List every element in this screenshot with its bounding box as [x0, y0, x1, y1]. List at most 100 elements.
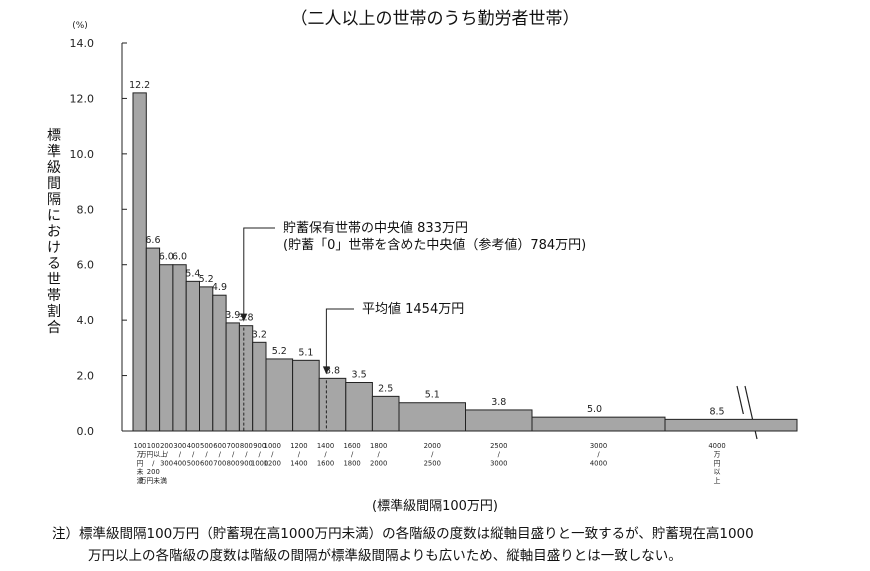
x-tick-label: / — [232, 451, 235, 459]
data-label: 5.0 — [587, 404, 602, 415]
data-label: 5.2 — [272, 346, 287, 357]
bar — [145, 247, 161, 432]
x-tick-label: / — [259, 451, 262, 459]
annotation-leader — [243, 227, 275, 320]
annotation-text: 平均値 1454万円 — [362, 301, 464, 317]
y-tick-label: 2.0 — [77, 370, 95, 383]
data-label: 6.0 — [172, 252, 187, 263]
data-label: 3.9 — [225, 310, 240, 321]
x-tick-label: / — [205, 451, 208, 459]
data-label: 4.9 — [212, 282, 227, 293]
x-tick-label: 2000 — [370, 459, 387, 467]
x-tick-label: 3000 — [590, 442, 607, 450]
data-label: 5.4 — [185, 268, 200, 279]
bar — [199, 286, 214, 432]
chart-title: （二人以上の世帯のうち勤労者世帯） — [290, 9, 580, 29]
x-tick-label: 800 — [227, 459, 240, 467]
x-tick-label: 700 — [213, 459, 226, 467]
y-tick-label: 10.0 — [70, 148, 95, 161]
data-label: 3.2 — [252, 329, 267, 340]
y-tick-label: 12.0 — [70, 92, 95, 105]
x-tick-label: 200 — [147, 468, 160, 476]
data-label: 5.2 — [199, 274, 214, 285]
y-tick-label: 6.0 — [77, 259, 95, 272]
x-tick-label: 1600 — [343, 442, 360, 450]
x-tick-label: 万 — [714, 451, 721, 459]
data-label: 3.8 — [325, 365, 340, 376]
y-unit-label: (%) — [72, 21, 88, 31]
data-label: 6.6 — [145, 235, 160, 246]
x-tick-label: 2500 — [424, 459, 441, 467]
x-tick-label: 500 — [200, 442, 213, 450]
x-tick-label: 上 — [714, 476, 721, 485]
bar — [172, 264, 187, 432]
x-tick-label: 万円以上 — [140, 450, 167, 459]
data-label: 12.2 — [129, 80, 150, 91]
bar — [225, 322, 240, 432]
arrow-head — [240, 313, 248, 322]
data-label: 3.5 — [352, 370, 367, 381]
arrow-head — [322, 366, 330, 375]
x-tick-label: 800 — [240, 442, 253, 450]
x-tick-label: 満 — [137, 477, 144, 485]
bar — [371, 395, 400, 432]
x-tick-label: 500 — [187, 459, 200, 467]
footnote-line-1: 注）標準級間隔100万円（貯蓄現在高1000万円未満）の各階級の度数は縦軸目盛り… — [52, 526, 754, 542]
bar — [159, 264, 174, 432]
x-tick-label: / — [219, 451, 222, 459]
x-tick-label: 3000 — [490, 459, 507, 467]
x-tick-label: / — [245, 451, 248, 459]
x-tick-label: / — [324, 451, 327, 459]
annotation-text: (貯蓄「0」世帯を含めた中央値（参考値）784万円) — [283, 237, 586, 253]
x-tick-label: 円 — [137, 459, 144, 467]
y-tick-label: 14.0 — [70, 37, 95, 50]
bar — [252, 341, 267, 432]
x-tick-label: 400 — [173, 459, 186, 467]
x-tick-label: 万 — [137, 451, 144, 459]
data-label: 8.5 — [709, 406, 724, 417]
x-tick-label: 1200 — [264, 459, 281, 467]
bar — [132, 92, 147, 432]
x-tick-label: 2500 — [490, 442, 507, 450]
x-tick-label: / — [179, 451, 182, 459]
x-tick-label: 未 — [137, 467, 144, 476]
data-label: 5.1 — [425, 390, 440, 401]
x-tick-label: 1800 — [343, 459, 360, 467]
x-tick-label: / — [351, 451, 354, 459]
bar — [398, 402, 466, 432]
x-tick-label: 万円未満 — [140, 476, 167, 485]
x-tick-label: / — [192, 451, 195, 459]
x-tick-label: 600 — [213, 442, 226, 450]
x-tick-label: / — [271, 451, 274, 459]
x-tick-label: 100 — [134, 442, 147, 450]
y-tick-label: 4.0 — [77, 314, 95, 327]
x-tick-label: 300 — [160, 459, 173, 467]
x-tick-label: / — [498, 451, 501, 459]
x-tick-label: / — [597, 451, 600, 459]
x-tick-label: 700 — [227, 442, 240, 450]
bar — [185, 280, 200, 432]
x-tick-label: 300 — [173, 442, 186, 450]
x-tick-label: 1400 — [317, 442, 334, 450]
bar — [265, 358, 294, 432]
bar — [238, 325, 254, 432]
y-tick-label: 8.0 — [77, 203, 95, 216]
data-label: 3.8 — [491, 397, 506, 408]
data-labels: 12.26.66.06.05.45.24.93.93.83.25.2 5.13.8… — [129, 80, 724, 417]
annotation-leader — [325, 308, 354, 373]
x-tick-label: 4000 — [708, 442, 725, 450]
x-tick-label: / — [298, 451, 301, 459]
x-tick-label: 200 — [160, 442, 173, 450]
data-label: 5.1 — [298, 347, 313, 358]
x-tick-label: 600 — [200, 459, 213, 467]
x-tick-label: 1800 — [370, 442, 387, 450]
x-tick-label: 900 — [240, 459, 253, 467]
x-tick-label: 1000 — [264, 442, 281, 450]
data-label: 2.5 — [378, 383, 393, 394]
bar — [465, 409, 533, 432]
footnote-line-2: 万円以上の各階級の度数は階級の間隔が標準級間隔よりも広いため、縦軸目盛りとは一致… — [88, 548, 682, 564]
x-tick-label: 900 — [253, 442, 266, 450]
bar — [212, 294, 227, 432]
x-tick-label: 1000 — [251, 459, 268, 467]
